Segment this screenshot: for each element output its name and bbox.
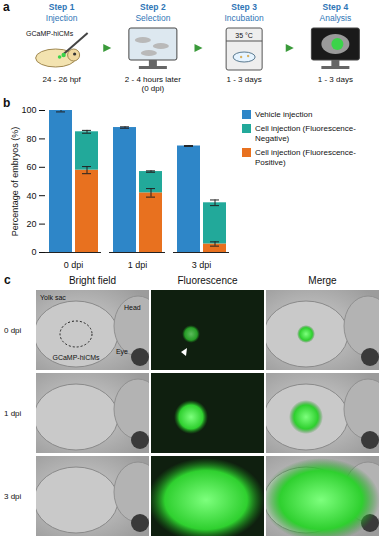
svg-text:1 - 3 days: 1 - 3 days bbox=[227, 75, 262, 84]
html-text:Cell injection (Fluorescence-P: Cell injection (Fluorescence-Positive) bbox=[255, 148, 356, 167]
svg-text:0: 0 bbox=[31, 247, 36, 257]
svg-text:Eye: Eye bbox=[116, 348, 128, 356]
svg-text:(0 dpi): (0 dpi) bbox=[142, 84, 165, 93]
svg-text:Step 3: Step 3 bbox=[231, 2, 257, 12]
svg-text:GCaMP-hiCMs: GCaMP-hiCMs bbox=[52, 354, 100, 361]
html-text:1 dpi: 1 dpi bbox=[4, 408, 22, 418]
svg-text:a: a bbox=[3, 0, 10, 14]
html-text:0 dpi: 0 dpi bbox=[4, 325, 22, 335]
svg-text:Percentage of embryos (%): Percentage of embryos (%) bbox=[10, 127, 20, 237]
svg-text:2 - 4 hours later: 2 - 4 hours later bbox=[125, 75, 181, 84]
svg-text:Step 4: Step 4 bbox=[323, 2, 349, 12]
svg-text:Step 1: Step 1 bbox=[49, 2, 75, 12]
html-text:Fluorescence: Fluorescence bbox=[177, 275, 238, 286]
svg-text:60: 60 bbox=[26, 162, 36, 172]
svg-text:Step 2: Step 2 bbox=[140, 2, 166, 12]
html-text:Bright field: Bright field bbox=[68, 275, 117, 286]
svg-text:1 - 3 days: 1 - 3 days bbox=[318, 75, 353, 84]
svg-text:Injection: Injection bbox=[46, 13, 78, 23]
svg-text:Yolk sac: Yolk sac bbox=[40, 294, 66, 301]
html-text:b: b bbox=[3, 96, 11, 110]
svg-text:0 dpi: 0 dpi bbox=[64, 260, 84, 270]
svg-text:40: 40 bbox=[26, 191, 36, 201]
svg-text:Incubation: Incubation bbox=[225, 13, 264, 23]
svg-text:Selection: Selection bbox=[135, 13, 170, 23]
html-text:c: c bbox=[4, 273, 11, 287]
html-text:Vehicle injection: Vehicle injection bbox=[255, 110, 313, 119]
svg-text:20: 20 bbox=[26, 219, 36, 229]
html-text:Cell injection (Fluorescence-N: Cell injection (Fluorescence-Negative) bbox=[255, 124, 356, 143]
html-text:3 dpi: 3 dpi bbox=[4, 491, 22, 501]
svg-text:3 dpi: 3 dpi bbox=[192, 260, 212, 270]
svg-text:80: 80 bbox=[26, 134, 36, 144]
svg-text:35 °C: 35 °C bbox=[235, 32, 253, 39]
svg-text:Analysis: Analysis bbox=[320, 13, 352, 23]
svg-text:Head: Head bbox=[124, 304, 141, 311]
svg-text:1 dpi: 1 dpi bbox=[128, 260, 148, 270]
html-text:Merge: Merge bbox=[308, 275, 337, 286]
svg-text:24 - 26 hpf: 24 - 26 hpf bbox=[43, 75, 82, 84]
svg-text:100: 100 bbox=[21, 105, 36, 115]
svg-text:GCaMP-hiCMs: GCaMP-hiCMs bbox=[26, 30, 74, 37]
